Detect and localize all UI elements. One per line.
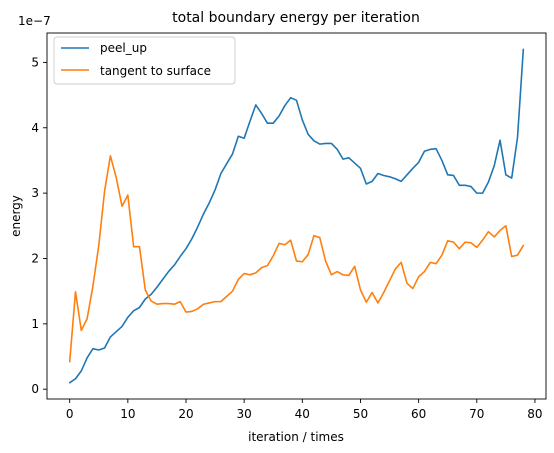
x-tick-label: 50 bbox=[353, 407, 368, 421]
x-tick-label: 40 bbox=[295, 407, 310, 421]
x-tick-label: 10 bbox=[120, 407, 135, 421]
axes-frame bbox=[46, 32, 547, 400]
y-tick-label: 1 bbox=[31, 317, 39, 331]
series-line-tangent-to-surface bbox=[68, 155, 525, 363]
x-tick-label: 70 bbox=[469, 407, 484, 421]
plot-area bbox=[68, 48, 525, 384]
x-tick-label: 60 bbox=[411, 407, 426, 421]
x-tick-label: 20 bbox=[178, 407, 193, 421]
legend-label-tangent-to-surface: tangent to surface bbox=[100, 64, 211, 78]
y-axis: 0 1 2 3 4 5 bbox=[31, 55, 47, 396]
y-tick-label: 2 bbox=[31, 251, 39, 265]
x-tick-label: 30 bbox=[237, 407, 252, 421]
y-scale-label: 1e−7 bbox=[18, 14, 51, 28]
y-tick-label: 0 bbox=[31, 382, 39, 396]
y-tick-label: 3 bbox=[31, 186, 39, 200]
x-tick-label: 0 bbox=[66, 407, 74, 421]
legend-box bbox=[53, 36, 236, 85]
chart-title: total boundary energy per iteration bbox=[172, 10, 420, 26]
legend-label-peel-up: peel_up bbox=[100, 41, 147, 55]
y-tick-label: 5 bbox=[31, 55, 39, 69]
legend: peel_up tangent to surface bbox=[53, 36, 236, 85]
y-axis-label: energy bbox=[9, 195, 23, 237]
series-line-peel-up bbox=[68, 48, 525, 384]
y-tick-label: 4 bbox=[31, 121, 39, 135]
x-axis: 0 10 20 30 40 50 60 70 80 bbox=[66, 399, 543, 421]
x-axis-label: iteration / times bbox=[248, 430, 344, 444]
x-tick-label: 80 bbox=[527, 407, 542, 421]
